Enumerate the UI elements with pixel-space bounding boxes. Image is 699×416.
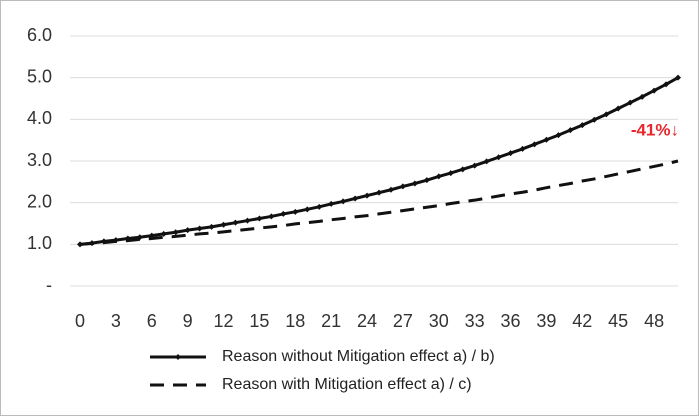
line-marker xyxy=(268,213,275,220)
line-marker xyxy=(196,225,203,232)
line-marker xyxy=(423,177,430,184)
line-marker xyxy=(519,145,526,152)
x-tick-label: 24 xyxy=(357,311,377,331)
line-marker xyxy=(471,162,478,169)
x-tick-label: 42 xyxy=(572,311,592,331)
line-marker xyxy=(483,158,490,165)
line-marker xyxy=(507,150,514,157)
line-marker xyxy=(304,206,311,213)
x-tick-label: 33 xyxy=(465,311,485,331)
y-tick-label: 2.0 xyxy=(27,191,52,211)
x-tick-label: 3 xyxy=(111,311,121,331)
line-marker xyxy=(639,93,646,100)
legend-label: Reason without Mitigation effect a) / b) xyxy=(222,348,495,365)
line-marker xyxy=(232,219,239,226)
x-tick-label: 30 xyxy=(429,311,449,331)
y-tick-label: - xyxy=(46,275,52,295)
line-marker xyxy=(411,180,418,187)
x-tick-label: 45 xyxy=(608,311,628,331)
line xyxy=(79,159,679,246)
x-tick-label: 36 xyxy=(501,311,521,331)
x-tick-label: 6 xyxy=(147,311,157,331)
line-marker xyxy=(220,221,227,228)
line-marker xyxy=(184,227,191,234)
y-tick-label: 1.0 xyxy=(27,233,52,253)
line-marker xyxy=(256,215,263,222)
line-marker xyxy=(591,116,598,123)
y-tick-label: 4.0 xyxy=(27,108,52,128)
line-marker xyxy=(399,183,406,190)
legend-marker xyxy=(175,354,181,360)
line-marker xyxy=(531,141,538,148)
line-marker xyxy=(651,87,658,94)
legend-label: Reason with Mitigation effect a) / c) xyxy=(222,376,472,393)
x-tick-label: 9 xyxy=(183,311,193,331)
line-marker xyxy=(352,195,359,202)
line-marker xyxy=(567,127,574,134)
line-marker xyxy=(364,192,371,199)
line-marker xyxy=(615,105,622,112)
line-marker xyxy=(555,132,562,139)
x-tick-label: 18 xyxy=(285,311,305,331)
line-marker xyxy=(208,223,215,230)
line-marker xyxy=(160,230,167,237)
line-marker xyxy=(316,203,323,210)
line-marker xyxy=(495,154,502,161)
line-marker xyxy=(292,208,299,215)
line-marker xyxy=(459,166,466,173)
x-tick-label: 12 xyxy=(214,311,234,331)
y-tick-label: 3.0 xyxy=(27,150,52,170)
line-marker xyxy=(172,229,179,236)
line-marker xyxy=(328,200,335,207)
line-marker xyxy=(447,170,454,177)
x-tick-label: 15 xyxy=(249,311,269,331)
line-marker xyxy=(663,81,670,88)
x-tick-label: 39 xyxy=(536,311,556,331)
line-marker xyxy=(603,111,610,118)
line-marker xyxy=(543,136,550,143)
line-marker xyxy=(579,122,586,129)
y-tick-label: 5.0 xyxy=(27,66,52,86)
line-marker xyxy=(340,198,347,205)
x-tick-label: 48 xyxy=(644,311,664,331)
x-tick-label: 21 xyxy=(321,311,341,331)
line-marker xyxy=(435,173,442,180)
x-tick-label: 27 xyxy=(393,311,413,331)
y-tick-label: 6.0 xyxy=(27,25,52,45)
x-tick-label: 0 xyxy=(75,311,85,331)
line-marker xyxy=(280,210,287,217)
line-marker xyxy=(244,217,251,224)
line-marker xyxy=(627,99,634,106)
line-marker xyxy=(387,186,394,193)
line-marker xyxy=(376,189,382,196)
line-marker xyxy=(675,74,681,81)
annotation: -41%↓ xyxy=(631,120,679,139)
